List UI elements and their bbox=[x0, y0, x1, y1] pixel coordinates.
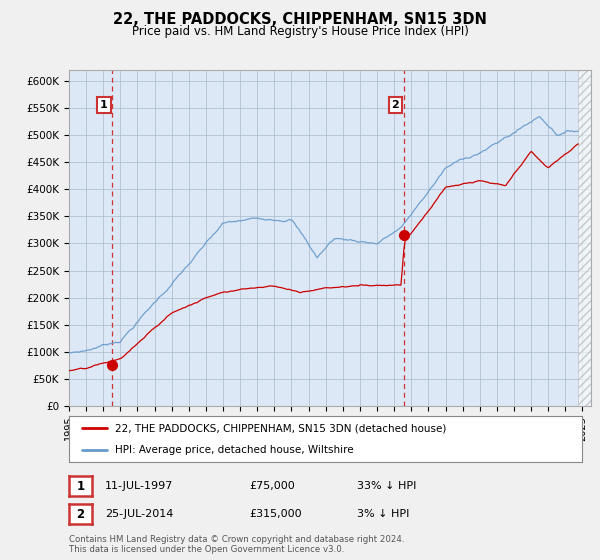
Text: This data is licensed under the Open Government Licence v3.0.: This data is licensed under the Open Gov… bbox=[69, 545, 344, 554]
Text: 3% ↓ HPI: 3% ↓ HPI bbox=[357, 508, 409, 519]
Text: Contains HM Land Registry data © Crown copyright and database right 2024.: Contains HM Land Registry data © Crown c… bbox=[69, 535, 404, 544]
Text: 11-JUL-1997: 11-JUL-1997 bbox=[105, 480, 173, 491]
Text: 2: 2 bbox=[391, 100, 399, 110]
Text: 2: 2 bbox=[76, 507, 85, 521]
Text: 22, THE PADDOCKS, CHIPPENHAM, SN15 3DN (detached house): 22, THE PADDOCKS, CHIPPENHAM, SN15 3DN (… bbox=[115, 423, 446, 433]
Text: 22, THE PADDOCKS, CHIPPENHAM, SN15 3DN: 22, THE PADDOCKS, CHIPPENHAM, SN15 3DN bbox=[113, 12, 487, 27]
Text: Price paid vs. HM Land Registry's House Price Index (HPI): Price paid vs. HM Land Registry's House … bbox=[131, 25, 469, 38]
Text: 1: 1 bbox=[100, 100, 108, 110]
Text: 25-JUL-2014: 25-JUL-2014 bbox=[105, 508, 173, 519]
Text: £75,000: £75,000 bbox=[249, 480, 295, 491]
Text: 33% ↓ HPI: 33% ↓ HPI bbox=[357, 480, 416, 491]
Text: 1: 1 bbox=[76, 479, 85, 493]
Text: £315,000: £315,000 bbox=[249, 508, 302, 519]
Text: HPI: Average price, detached house, Wiltshire: HPI: Average price, detached house, Wilt… bbox=[115, 445, 354, 455]
